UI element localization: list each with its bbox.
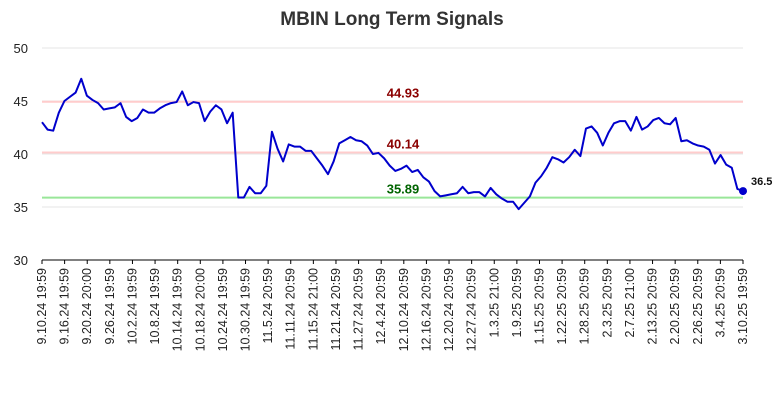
x-tick-label: 2.7.25 21:00 bbox=[623, 268, 637, 338]
y-tick-label: 40 bbox=[14, 147, 28, 162]
price-line bbox=[41, 77, 744, 211]
signal-level-label: 40.14 bbox=[387, 137, 420, 152]
x-tick-label: 10.18.24 20:00 bbox=[193, 268, 207, 351]
signal-levels bbox=[42, 100, 743, 199]
x-tick-label: 12.20.24 20:59 bbox=[442, 268, 456, 351]
x-tick-labels: 9.10.24 19:59 9.16.24 19:59 9.20.24 20:00 9… bbox=[35, 260, 750, 351]
x-tick-label: 10.14.24 19:59 bbox=[171, 268, 185, 351]
x-tick-label: 1.3.25 21:00 bbox=[487, 268, 501, 338]
y-tick-label: 45 bbox=[14, 94, 28, 109]
y-tick-labels: 30 35 40 45 50 bbox=[14, 41, 28, 268]
x-tick-label: 12.16.24 20:59 bbox=[419, 268, 433, 351]
x-tick-label: 1.28.25 20:59 bbox=[578, 268, 592, 345]
y-tick-label: 35 bbox=[14, 200, 28, 215]
x-tick-label: 9.26.24 19:59 bbox=[103, 268, 117, 345]
x-tick-label: 10.30.24 19:59 bbox=[239, 268, 253, 351]
x-tick-label: 9.10.24 19:59 bbox=[35, 268, 49, 345]
x-tick-label: 12.4.24 20:59 bbox=[374, 268, 388, 345]
y-tick-label: 50 bbox=[14, 41, 28, 56]
last-value-marker: 36.5 bbox=[739, 176, 772, 196]
x-tick-label: 1.9.25 20:59 bbox=[510, 268, 524, 338]
x-tick-label: 3.10.25 19:59 bbox=[736, 268, 750, 345]
x-tick-label: 11.5.24 20:59 bbox=[261, 268, 275, 344]
x-tick-label: 9.20.24 20:00 bbox=[80, 268, 94, 345]
x-tick-label: 9.16.24 19:59 bbox=[58, 268, 72, 345]
x-tick-label: 2.3.25 20:59 bbox=[600, 268, 614, 338]
y-tick-label: 30 bbox=[14, 253, 28, 268]
x-tick-label: 10.2.24 19:59 bbox=[125, 268, 139, 345]
x-tick-label: 10.24.24 19:59 bbox=[216, 268, 230, 351]
grid-layer bbox=[42, 47, 743, 261]
x-tick-label: 11.21.24 20:59 bbox=[329, 268, 343, 351]
x-tick-label: 1.22.25 20:59 bbox=[555, 268, 569, 345]
x-tick-label: 11.11.24 20:59 bbox=[284, 268, 298, 350]
signal-level-label: 35.89 bbox=[387, 182, 420, 197]
chart-title: MBIN Long Term Signals bbox=[280, 9, 503, 30]
x-tick-label: 2.13.25 20:59 bbox=[646, 268, 660, 345]
signal-level-labels: 44.93 40.14 35.89 bbox=[387, 86, 420, 197]
series-layer bbox=[41, 77, 744, 211]
x-tick-label: 11.15.24 21:00 bbox=[306, 268, 320, 351]
x-tick-label: 2.20.25 20:59 bbox=[668, 268, 682, 345]
last-value-label: 36.5 bbox=[751, 176, 772, 188]
x-tick-label: 2.26.25 20:59 bbox=[691, 268, 705, 345]
x-tick-label: 1.15.25 20:59 bbox=[532, 268, 546, 345]
x-tick-label: 10.8.24 19:59 bbox=[148, 268, 162, 345]
x-tick-label: 12.10.24 20:59 bbox=[397, 268, 411, 351]
x-tick-label: 3.4.25 20:59 bbox=[713, 268, 727, 338]
x-tick-label: 12.27.24 20:59 bbox=[465, 268, 479, 351]
last-value-dot bbox=[739, 187, 747, 196]
signal-level-label: 44.93 bbox=[387, 86, 420, 101]
x-tick-label: 11.27.24 20:59 bbox=[352, 268, 366, 351]
